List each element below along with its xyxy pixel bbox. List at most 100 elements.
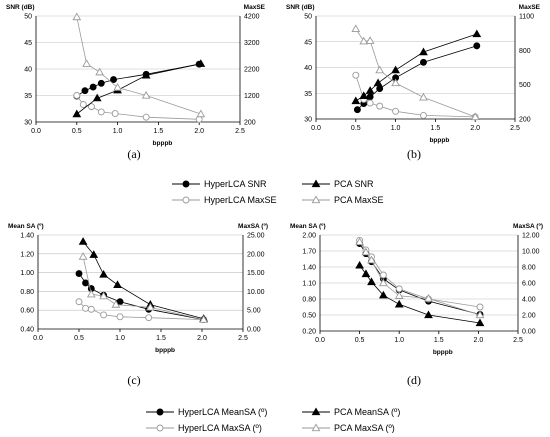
y2-axis-title: MaxSE [244,4,266,11]
legend-label: PCA SNR [334,179,374,189]
legend-marker [311,407,321,416]
data-point [78,252,88,260]
data-point [375,65,385,74]
data-point [419,92,428,101]
legend-label: HyperLCA MeanSA (º) [178,407,267,417]
data-point [366,99,374,107]
chart-panel-b: 30 35 40 45 50 200 500 800 1100 0.0 0.5 1.0 1.5 2.0 2.… [286,4,541,161]
data-point [475,310,485,319]
x-tick-label: 1.5 [431,125,441,132]
y2-tick-label: 2.00 [522,313,536,320]
data-point [373,78,383,87]
legend-marker [182,180,190,188]
y-tick-label: 35 [24,93,32,100]
legend-marker [311,423,321,432]
legend-label: PCA MaxSE [334,195,384,205]
series-line [359,240,481,308]
y-tick-label: 40 [24,67,32,74]
series-line [82,241,204,320]
data-point [470,112,480,121]
data-point [88,103,95,111]
chart-panel-c: 0.40 0.60 0.80 1.00 1.20 1.40 0.00 5.00 10.00 15.… [8,223,268,387]
data-point [82,279,90,287]
y-axis-title: SNR (dB) [6,4,35,11]
data-point [365,36,375,44]
y2-tick-label: 5.00 [247,308,261,315]
y2-tick-label: 15.00 [247,270,265,277]
y2-tick-label: 8.00 [522,265,536,272]
x-tick-label: 2.5 [235,128,245,135]
data-point [99,291,108,300]
y-tick-label: 30 [304,117,312,124]
data-point [92,93,102,102]
x-tick-label: 0.0 [311,125,321,132]
x-tick-label: 2.5 [513,337,523,344]
data-point [87,305,95,313]
panel-caption: (d) [407,373,421,387]
x-tick-label: 0.5 [351,125,361,132]
data-point [196,59,206,67]
data-point [420,111,427,119]
data-point [355,237,364,246]
y-tick-label: 0.80 [302,297,316,304]
data-point [111,110,119,117]
data-point [420,58,427,66]
data-point [141,70,151,79]
y-tick-label: 1.70 [302,249,316,256]
y2-axis-title: MaxSA (º) [238,223,268,230]
y2-tick-label: 12.00 [522,233,540,240]
data-point [391,78,400,87]
panel-caption: (a) [127,147,140,161]
x-tick-label: 2.5 [510,125,520,132]
x-tick-label: 1.5 [154,128,164,135]
y-tick-label: 1.10 [302,281,316,288]
series-line [355,75,476,118]
x-tick-label: 0.5 [355,337,365,344]
x-tick-label: 1.5 [156,335,166,342]
data-point [419,47,428,56]
y2-tick-label: 4200 [244,14,260,21]
data-point [195,115,203,123]
y-tick-label: 30 [24,120,32,127]
data-point [359,36,369,45]
legend-marker [182,196,190,204]
data-point [476,303,484,311]
data-point [352,71,360,79]
legend-marker [156,424,164,432]
data-point [361,247,371,256]
data-point [82,304,90,312]
y-tick-label: 45 [24,40,32,47]
legend-marker [311,179,321,188]
x-axis-title: bpppb [433,349,453,356]
y-tick-label: 1.40 [20,233,34,240]
x-axis-title: bpppb [155,347,175,354]
y2-tick-label: 20.00 [247,251,265,258]
x-axis-title: bpppb [429,137,449,144]
data-point [472,29,482,38]
data-point [97,108,105,116]
data-point [367,277,376,286]
x-tick-label: 0.0 [315,337,325,344]
data-point [72,12,82,21]
series-line [82,256,204,320]
y2-tick-label: 3200 [244,40,260,47]
data-point [145,314,153,322]
legend-1: HyperLCA SNR PCA SNR HyperLCA MaxSE PCA Max… [172,179,384,205]
data-point [111,300,121,308]
y2-tick-label: 4.00 [522,297,536,304]
y2-tick-label: 500 [519,82,531,89]
y2-tick-label: 0.00 [247,327,261,334]
y-tick-label: 0.20 [302,329,316,336]
x-tick-label: 2.0 [197,335,207,342]
y-axis-title: Mean SA (º) [8,223,44,230]
y2-tick-label: 200 [519,117,531,124]
data-point [475,318,485,327]
data-point [376,85,384,93]
y2-axis-title: MaxSE [519,4,541,11]
data-point [113,83,122,91]
data-point [359,91,369,99]
y-tick-label: 40 [304,65,312,72]
legend-label: HyperLCA MaxSE [204,195,277,205]
x-tick-label: 0.5 [72,128,82,135]
x-tick-label: 2.5 [238,335,248,342]
